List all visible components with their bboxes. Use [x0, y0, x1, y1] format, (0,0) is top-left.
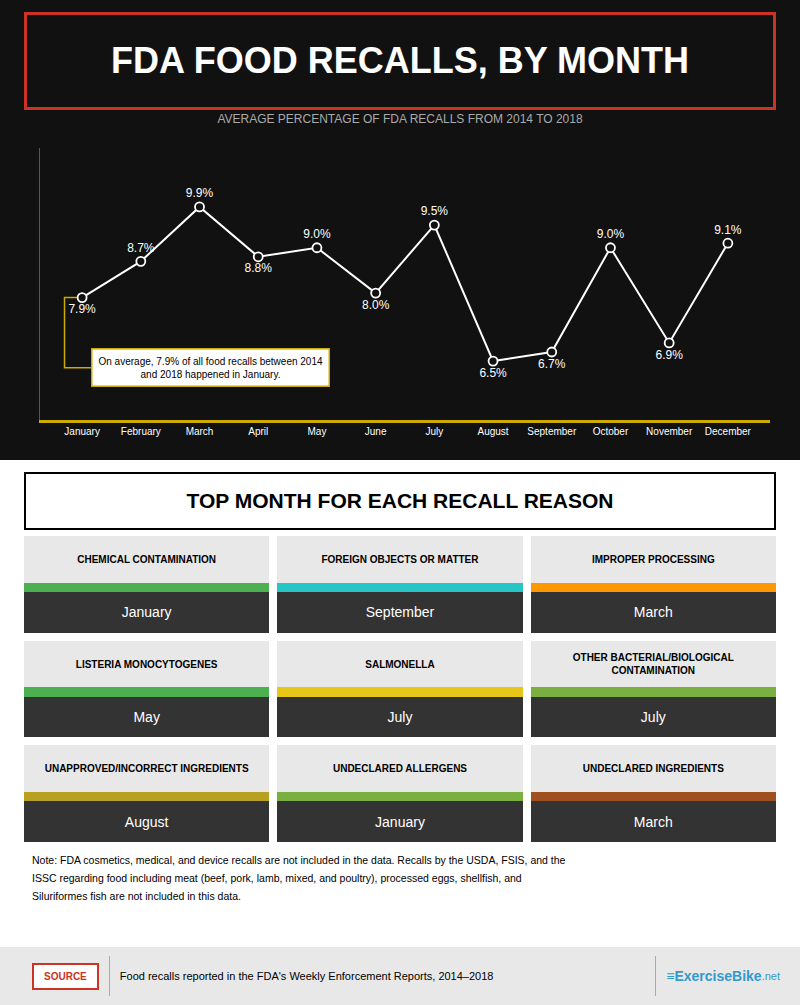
- html-text:UNAPPROVED/INCORRECT INGREDIEN: UNAPPROVED/INCORRECT INGREDIENTS: [44, 763, 249, 775]
- html-text:UNDECLARED INGREDIENTS: UNDECLARED INGREDIENTS: [582, 763, 724, 775]
- html-text:OTHER BACTERIAL/BIOLOGICAL CON: OTHER BACTERIAL/BIOLOGICAL CONTAMINATION: [572, 652, 734, 677]
- html-text:FOREIGN OBJECTS OR MATTER: FOREIGN OBJECTS OR MATTER: [321, 553, 479, 565]
- svg-text:8.7%: 8.7%: [127, 241, 155, 255]
- svg-text:September: September: [527, 426, 577, 437]
- html-text:March: March: [633, 813, 673, 830]
- svg-text:July: July: [425, 426, 443, 437]
- svg-text:August: August: [477, 426, 508, 437]
- svg-text:9.0%: 9.0%: [303, 227, 331, 241]
- html-text:SOURCE: SOURCE: [44, 970, 87, 982]
- html-text:FDA FOOD RECALLS, BY MONTH: FDA FOOD RECALLS, BY MONTH: [111, 40, 689, 81]
- html-text:Note: FDA cosmetics, medical,: Note: FDA cosmetics, medical, and device…: [32, 854, 566, 902]
- svg-text:January: January: [64, 426, 100, 437]
- svg-text:June: June: [365, 426, 387, 437]
- svg-text:9.1%: 9.1%: [714, 223, 742, 237]
- html-text:AVERAGE PERCENTAGE OF FDA RECA: AVERAGE PERCENTAGE OF FDA RECALLS FROM 2…: [217, 112, 583, 126]
- html-text:January: January: [375, 813, 425, 830]
- svg-text:April: April: [248, 426, 268, 437]
- svg-text:8.0%: 8.0%: [362, 298, 390, 312]
- svg-text:February: February: [121, 426, 161, 437]
- html-text:March: March: [633, 604, 673, 621]
- svg-text:March: March: [186, 426, 214, 437]
- html-text:CHEMICAL CONTAMINATION: CHEMICAL CONTAMINATION: [77, 553, 217, 565]
- svg-text:9.9%: 9.9%: [186, 186, 214, 200]
- svg-text:6.9%: 6.9%: [655, 348, 683, 362]
- html-text:May: May: [133, 709, 160, 725]
- svg-text:9.5%: 9.5%: [421, 204, 449, 218]
- html-text:TOP MONTH FOR EACH RECALL REAS: TOP MONTH FOR EACH RECALL REASON: [186, 489, 614, 512]
- svg-text:6.5%: 6.5%: [479, 366, 507, 380]
- svg-text:On average, 7.9% of all food r: On average, 7.9% of all food recalls bet…: [99, 356, 323, 380]
- html-text:SALMONELLA: SALMONELLA: [365, 658, 435, 670]
- html-text:August: August: [124, 813, 169, 830]
- html-text:July: July: [387, 709, 413, 725]
- svg-text:7.9%: 7.9%: [68, 302, 96, 316]
- html-text:≡ExerciseBike.net: ≡ExerciseBike.net: [666, 968, 780, 984]
- html-text:LISTERIA MONOCYTOGENES: LISTERIA MONOCYTOGENES: [75, 658, 218, 670]
- html-text:UNDECLARED ALLERGENS: UNDECLARED ALLERGENS: [333, 763, 467, 775]
- svg-text:9.0%: 9.0%: [597, 227, 625, 241]
- svg-text:6.7%: 6.7%: [538, 357, 566, 371]
- html-text:IMPROPER PROCESSING: IMPROPER PROCESSING: [591, 553, 715, 565]
- svg-text:November: November: [646, 426, 693, 437]
- svg-text:December: December: [705, 426, 752, 437]
- svg-text:October: October: [593, 426, 629, 437]
- html-text:September: September: [365, 604, 435, 621]
- html-text:January: January: [121, 604, 172, 621]
- html-text:Food recalls reported in the F: Food recalls reported in the FDA's Weekl…: [119, 970, 494, 982]
- svg-text:May: May: [307, 426, 326, 437]
- svg-text:8.8%: 8.8%: [245, 261, 273, 275]
- html-text:July: July: [640, 709, 666, 725]
